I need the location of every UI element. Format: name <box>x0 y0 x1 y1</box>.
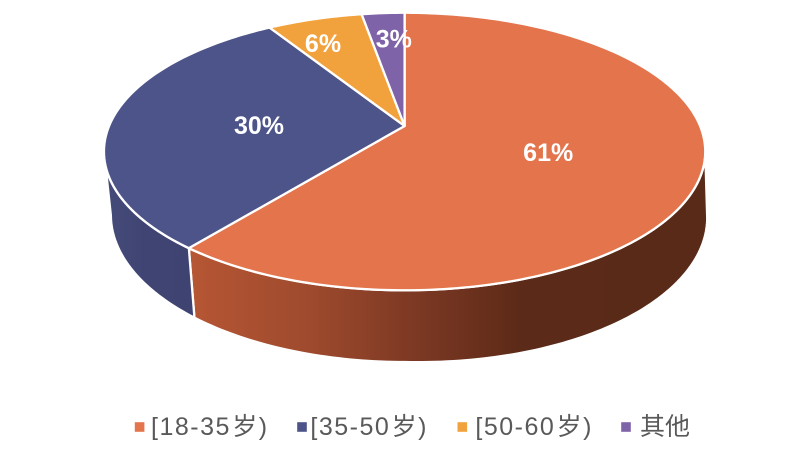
svg-text:30%: 30% <box>234 112 284 140</box>
svg-text:61%: 61% <box>523 139 573 167</box>
svg-text:[35-50: [35-50 <box>310 413 390 441</box>
svg-text:): ) <box>583 413 591 441</box>
svg-text:[18-35: [18-35 <box>151 413 231 441</box>
svg-text:6%: 6% <box>305 30 341 58</box>
svg-text:3%: 3% <box>376 25 412 53</box>
svg-text:): ) <box>259 413 267 441</box>
svg-text:[50-60: [50-60 <box>475 413 555 441</box>
svg-text:): ) <box>418 413 426 441</box>
